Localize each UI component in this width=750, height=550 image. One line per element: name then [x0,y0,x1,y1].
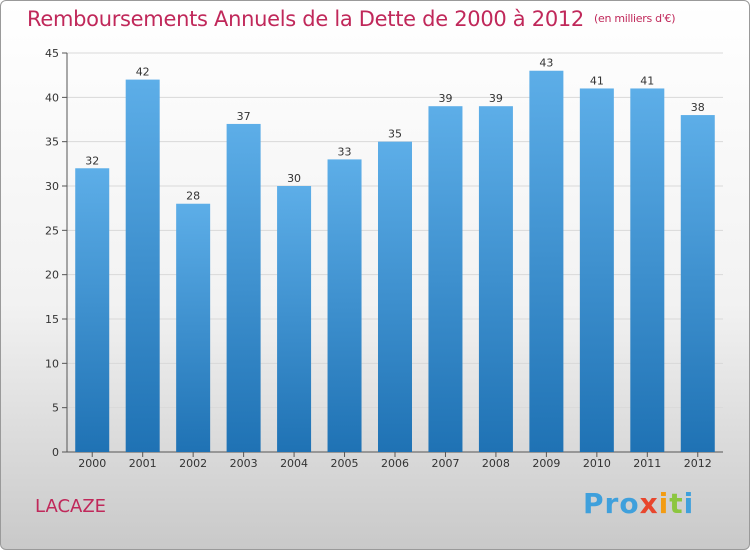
commune-name: LACAZE [35,496,107,517]
y-tick-label: 30 [45,180,59,193]
bar-2008 [478,106,513,452]
y-tick-label: 15 [45,313,59,326]
x-tick-label: 2004 [280,457,308,470]
value-label-2008: 39 [489,92,503,105]
bars [75,70,715,453]
x-tick-label: 2006 [381,457,409,470]
x-tick-label: 2010 [583,457,611,470]
x-tick-label: 2012 [684,457,712,470]
bar-2012 [680,115,715,453]
x-tick-label: 2000 [78,457,106,470]
proxiti-logo: Proxiti [583,487,695,520]
value-label-2007: 39 [438,92,452,105]
x-tick-label: 2005 [331,457,359,470]
data-labels: 32 42 28 37 30 33 35 39 39 43 41 41 38 [85,57,705,203]
y-tick-label: 5 [52,402,59,415]
y-tick-label: 40 [45,91,59,104]
value-label-2010: 41 [590,74,604,87]
value-label-2001: 42 [136,66,150,79]
bar-2002 [176,203,211,452]
bar-2000 [75,168,110,452]
value-label-2012: 38 [691,101,705,114]
value-label-2006: 35 [388,128,402,141]
y-tick-label: 0 [52,446,59,459]
chart-unit: (en milliers d'€) [594,12,676,25]
y-tick-label: 35 [45,136,59,149]
bar-2007 [428,106,463,452]
chart-title-text: Remboursements Annuels de la Dette de 20… [27,7,584,31]
bar-2011 [630,88,665,452]
x-tick-label: 2001 [129,457,157,470]
x-tick-label: 2002 [179,457,207,470]
y-tick-label: 20 [45,269,59,282]
x-tick-label: 2011 [633,457,661,470]
value-label-2003: 37 [237,110,251,123]
bar-2001 [125,79,160,452]
y-tick-label: 25 [45,224,59,237]
y-tick-label: 10 [45,357,59,370]
value-label-2005: 33 [338,145,352,158]
value-label-2011: 41 [640,74,654,87]
bar-2010 [579,88,614,452]
value-label-2002: 28 [186,190,200,203]
x-tick-label: 2009 [532,457,560,470]
value-label-2000: 32 [85,154,99,167]
y-tick-label: 45 [45,47,59,60]
bar-2003 [226,123,261,452]
value-label-2004: 30 [287,172,301,185]
bar-2005 [327,159,362,452]
chart-title: Remboursements Annuels de la Dette de 20… [27,7,675,31]
x-tick-label: 2008 [482,457,510,470]
x-tick-label: 2003 [230,457,258,470]
bar-2004 [277,186,312,452]
x-tick-label: 2007 [431,457,459,470]
bar-2009 [529,70,564,452]
value-label-2009: 43 [539,57,553,70]
bar-2006 [378,141,412,452]
